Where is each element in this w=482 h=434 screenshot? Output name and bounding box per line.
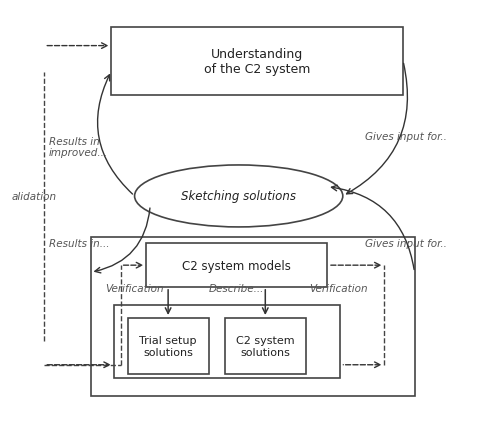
Text: Results in
improved...: Results in improved... [49, 136, 108, 158]
Ellipse shape [134, 165, 343, 227]
Text: Verification: Verification [309, 283, 367, 293]
Text: Verification: Verification [105, 283, 164, 293]
Bar [225, 318, 306, 374]
Text: Gives input for..: Gives input for.. [365, 239, 447, 249]
Text: Trial setup
solutions: Trial setup solutions [139, 335, 197, 357]
Bar [128, 318, 209, 374]
Bar [146, 244, 327, 287]
Text: alidation: alidation [12, 191, 57, 201]
Bar [114, 306, 340, 378]
Text: C2 system
solutions: C2 system solutions [236, 335, 295, 357]
Bar [91, 238, 415, 397]
Text: Describe...: Describe... [209, 283, 264, 293]
Text: Results in...: Results in... [49, 239, 109, 249]
Text: Understanding
of the C2 system: Understanding of the C2 system [204, 47, 310, 76]
Text: C2 system models: C2 system models [182, 259, 291, 272]
Bar [111, 27, 403, 95]
Text: Sketching solutions: Sketching solutions [181, 190, 296, 203]
Text: Gives input for..: Gives input for.. [365, 132, 447, 141]
